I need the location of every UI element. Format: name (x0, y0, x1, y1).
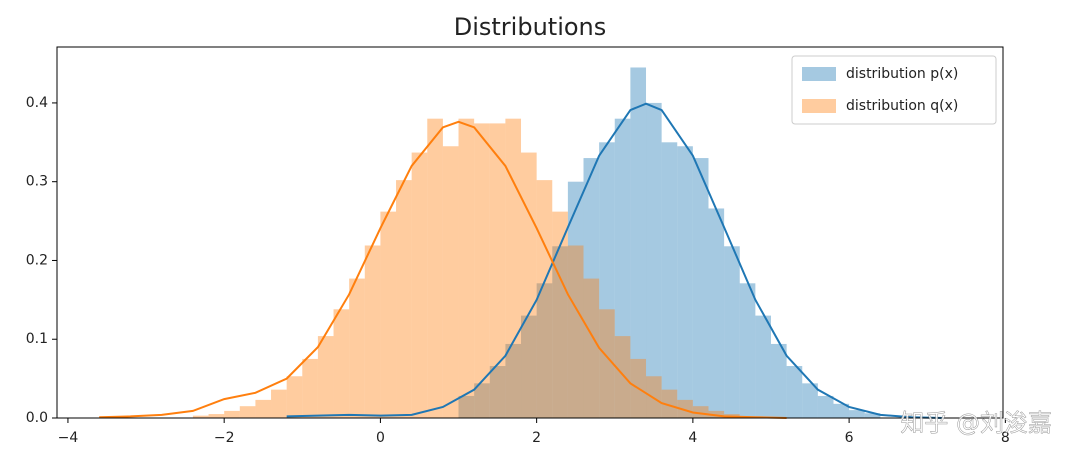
bar (864, 413, 881, 418)
legend-label: distribution p(x) (846, 66, 958, 82)
x-tick-label: 2 (532, 430, 541, 446)
bar (692, 158, 709, 418)
bar (536, 283, 553, 418)
bar (552, 246, 568, 418)
plot-frame (56, 46, 1004, 419)
x-tick-label: −2 (214, 430, 235, 446)
bar (614, 336, 631, 418)
bar (614, 118, 631, 418)
bar (599, 142, 615, 418)
bar (786, 366, 803, 418)
bar (192, 415, 209, 418)
kde-line (286, 102, 943, 419)
bar (802, 383, 818, 418)
bar (521, 315, 537, 418)
bar (271, 389, 287, 418)
y-tick-label: 0.2 (26, 252, 48, 268)
bar (208, 414, 225, 418)
bar (599, 309, 615, 418)
bar (770, 343, 787, 418)
legend-box (791, 55, 997, 125)
y-tick-label: 0.4 (26, 95, 48, 111)
bar (489, 366, 506, 418)
bar (552, 211, 568, 418)
chart-title: Distributions (454, 13, 607, 41)
bar (505, 343, 522, 418)
y-tick-label: 0.1 (26, 331, 48, 347)
bar (349, 278, 365, 418)
bar (396, 180, 412, 418)
bar (661, 389, 678, 418)
legend-swatch (802, 99, 836, 113)
bar (302, 358, 318, 418)
bar (458, 395, 475, 418)
bar (677, 399, 693, 418)
bar (833, 403, 850, 418)
bar (661, 142, 678, 418)
bar (536, 180, 553, 418)
bar (630, 67, 647, 418)
bar (692, 406, 709, 418)
bar (567, 245, 584, 418)
bar (380, 211, 397, 418)
x-tick-label: 0 (376, 430, 385, 446)
bar (364, 245, 381, 418)
bar (442, 146, 459, 418)
bar (286, 376, 303, 418)
watermark: 知乎 @刘浚嘉 (900, 409, 1052, 437)
bar (317, 336, 334, 418)
x-tick-label: 8 (1001, 430, 1010, 446)
bar (458, 118, 475, 418)
bar (474, 383, 490, 418)
bar (333, 309, 350, 418)
legend-swatch (802, 67, 836, 81)
bar (583, 158, 600, 418)
bar (411, 152, 428, 418)
y-tick-label: 0.0 (26, 410, 48, 426)
x-tick-label: 6 (845, 430, 854, 446)
bar (224, 410, 240, 418)
bar (567, 181, 584, 418)
bar (817, 395, 834, 418)
bar (724, 246, 740, 418)
bar (755, 315, 771, 418)
legend-label: distribution q(x) (846, 98, 958, 114)
bar (708, 208, 725, 418)
bar (427, 118, 443, 418)
bar (505, 118, 522, 418)
y-tick-label: 0.3 (26, 174, 48, 190)
bar (677, 146, 693, 418)
bar (521, 152, 537, 418)
x-tick-label: −4 (58, 430, 79, 446)
bar (849, 410, 865, 418)
bar (255, 399, 272, 418)
bar (646, 102, 662, 418)
bar (489, 123, 506, 418)
bar (239, 406, 256, 418)
x-tick-label: 4 (688, 430, 697, 446)
bar (583, 278, 600, 418)
kde-line (99, 120, 787, 419)
bar (739, 283, 756, 418)
bar (474, 123, 490, 418)
